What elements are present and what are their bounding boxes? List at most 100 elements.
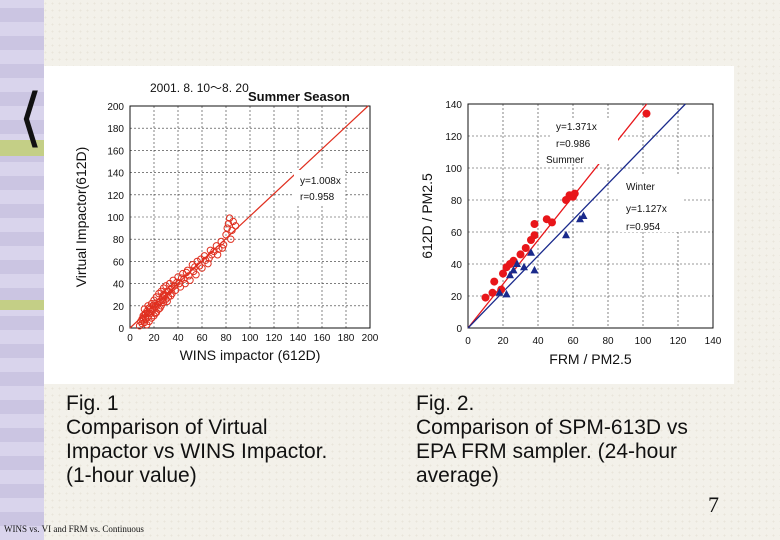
chart2-ytick-2: 40 <box>451 260 463 271</box>
chart1-point-81 <box>173 278 181 287</box>
chart2-ytick-4: 80 <box>451 196 463 207</box>
chart2-point-s1-0 <box>495 288 504 296</box>
chart1-ytick-5: 100 <box>107 213 124 224</box>
chart1-point-68 <box>224 219 233 228</box>
chart2-xtick-3: 60 <box>567 336 579 347</box>
chart2-ytick-6: 120 <box>445 132 462 143</box>
bracket-decoration: ⟨ <box>18 81 43 155</box>
chart2-winter-slope: y=1.127x <box>626 204 667 215</box>
chart1-xtick-3: 60 <box>196 333 208 344</box>
chart1-point-65 <box>219 241 228 249</box>
chart2-point-s1-1 <box>502 289 511 298</box>
chart1-point-55 <box>198 264 206 272</box>
chart1-point-59 <box>206 246 215 255</box>
chart1-point-100 <box>163 297 171 306</box>
chart1-point-93 <box>138 315 146 323</box>
chart1-annotation-r: r=0.958 <box>300 192 335 203</box>
chart1-ytick-7: 140 <box>107 169 124 180</box>
chart1-point-67 <box>223 224 231 232</box>
chart1-point-76 <box>205 254 213 262</box>
chart2-winter-label: Winter <box>626 182 656 193</box>
chart1-point-58 <box>204 259 212 268</box>
chart2-point-s0-8 <box>516 250 525 259</box>
chart2-ytick-3: 60 <box>451 228 463 239</box>
chart2-point-s0-11 <box>530 231 539 240</box>
chart1-point-52 <box>192 271 200 279</box>
chart1-ytick-0: 0 <box>118 324 124 335</box>
chart1-ytick-1: 20 <box>113 302 125 313</box>
chart1-point-63 <box>215 245 223 253</box>
chart2-summer-r: r=0.986 <box>556 139 591 150</box>
chart1-ytick-8: 160 <box>107 146 124 157</box>
page-number: 7 <box>708 492 719 517</box>
chart1-point-80 <box>177 274 186 282</box>
chart2-winter-r: r=0.954 <box>626 222 661 233</box>
chart2-point-s0-9 <box>521 244 530 252</box>
chart-frm-comparison: 0 20 40 60 80 100 120 140 0 20 40 60 80 100 120 140 y=1.… <box>419 100 722 367</box>
chart1-point-99 <box>159 291 168 299</box>
chart2-summer-annotation-bg <box>550 118 618 164</box>
chart1-point-71 <box>229 217 237 226</box>
chart1-xlabel: WINS impactor (612D) <box>180 347 321 363</box>
band-accent-lower <box>0 300 44 310</box>
chart1-ytick-9: 180 <box>107 124 124 135</box>
chart1-frame <box>129 105 371 329</box>
chart1-subtitle: Summer Season <box>248 89 350 104</box>
chart2-xtick-2: 40 <box>532 336 544 347</box>
chart1-xtick-1: 20 <box>148 333 160 344</box>
chart1-point-78 <box>191 263 199 271</box>
chart1-point-77 <box>197 255 205 263</box>
chart2-ytick-0: 0 <box>456 324 462 335</box>
chart2-point-s0-12 <box>530 220 539 228</box>
chart2-point-s0-0 <box>481 293 490 302</box>
chart1-point-87 <box>151 299 159 308</box>
chart2-xtick-5: 100 <box>635 336 652 347</box>
chart2-point-s0-14 <box>548 218 556 227</box>
chart2-point-s1-3 <box>509 265 518 274</box>
chart2-xtick-0: 0 <box>465 336 471 347</box>
chart2-point-s1-6 <box>527 248 535 256</box>
chart2-xtick-1: 20 <box>497 336 509 347</box>
chart2-summer-slope: y=1.371x <box>556 122 597 133</box>
chart2-point-s1-4 <box>513 259 521 267</box>
caption-fig2: Fig. 2. Comparison of SPM-613D vs EPA FR… <box>416 392 688 487</box>
chart1-point-75 <box>213 251 222 259</box>
chart1-point-74 <box>218 244 227 252</box>
chart1-ytick-6: 120 <box>107 191 124 202</box>
chart2-point-s0-4 <box>499 269 507 278</box>
chart2-summer-label: Summer <box>546 155 584 166</box>
chart1-point-98 <box>156 304 164 312</box>
chart2-frame <box>467 103 714 329</box>
chart2-xlabel: FRM / PM2.5 <box>549 351 632 367</box>
chart1-point-97 <box>151 309 159 318</box>
chart1-title: 2001. 8. 10～8. 20 <box>150 81 249 95</box>
chart2-xtick-7: 140 <box>705 336 722 347</box>
chart1-xtick-10: 200 <box>362 333 379 344</box>
chart2-winter-annotation-bg <box>620 176 682 232</box>
caption-fig1: Fig. 1 Comparison of Virtual Impactor vs… <box>66 392 328 487</box>
chart1-xtick-8: 160 <box>314 333 331 344</box>
chart1-xtick-7: 140 <box>290 333 307 344</box>
chart2-ylabel: 612D / PM2.5 <box>419 173 435 259</box>
chart1-point-70 <box>228 226 236 235</box>
chart1-point-72 <box>231 222 240 230</box>
chart2-point-s1-2 <box>506 270 514 279</box>
chart1-xtick-2: 40 <box>172 333 184 344</box>
chart2-point-s0-18 <box>570 189 579 198</box>
chart1-xtick-0: 0 <box>127 333 133 344</box>
band-accent <box>0 140 44 156</box>
chart2-ytick-5: 100 <box>445 164 462 175</box>
left-decorative-band <box>0 0 44 540</box>
chart1-point-96 <box>147 307 156 316</box>
chart2-point-s0-2 <box>490 277 499 286</box>
chart1-annotation-slope: y=1.008x <box>300 176 341 187</box>
chart1-ylabel: Virtual Impactor(612D) <box>73 147 89 288</box>
chart1-point-86 <box>155 298 163 307</box>
chart2-xtick-6: 120 <box>670 336 687 347</box>
chart1-point-73 <box>227 235 235 243</box>
chart2-ytick-7: 140 <box>445 100 462 111</box>
figure-panel <box>44 66 734 384</box>
chart1-ytick-2: 40 <box>113 280 125 291</box>
chart2-point-s1-7 <box>530 265 539 274</box>
